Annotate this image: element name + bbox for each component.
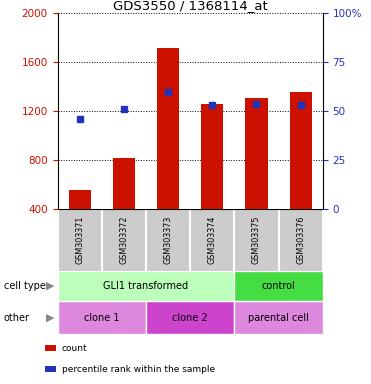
Text: ▶: ▶ — [46, 281, 54, 291]
Text: clone 1: clone 1 — [84, 313, 119, 323]
Text: GSM303375: GSM303375 — [252, 216, 261, 264]
Bar — [69, 190, 91, 209]
Title: GDS3550 / 1368114_at: GDS3550 / 1368114_at — [113, 0, 267, 12]
Text: cell type: cell type — [4, 281, 46, 291]
Text: ▶: ▶ — [46, 313, 54, 323]
Bar — [58, 271, 234, 301]
Text: other: other — [4, 313, 30, 323]
Text: GSM303374: GSM303374 — [208, 216, 217, 264]
Bar — [45, 345, 56, 351]
Bar — [146, 301, 234, 334]
Bar — [290, 92, 312, 209]
Bar — [157, 48, 179, 209]
Text: control: control — [262, 281, 295, 291]
Text: GSM303371: GSM303371 — [75, 216, 84, 264]
Bar — [234, 301, 323, 334]
Text: parental cell: parental cell — [248, 313, 309, 323]
Bar — [113, 158, 135, 209]
Text: clone 2: clone 2 — [172, 313, 208, 323]
Bar — [58, 301, 146, 334]
Bar — [45, 366, 56, 372]
Bar — [234, 271, 323, 301]
Bar — [201, 104, 223, 209]
Text: GSM303372: GSM303372 — [119, 216, 128, 264]
Text: GSM303373: GSM303373 — [164, 216, 173, 264]
Bar — [245, 98, 267, 209]
Text: percentile rank within the sample: percentile rank within the sample — [62, 364, 215, 374]
Text: GLI1 transformed: GLI1 transformed — [104, 281, 188, 291]
Text: GSM303376: GSM303376 — [296, 216, 305, 264]
Text: count: count — [62, 344, 87, 353]
